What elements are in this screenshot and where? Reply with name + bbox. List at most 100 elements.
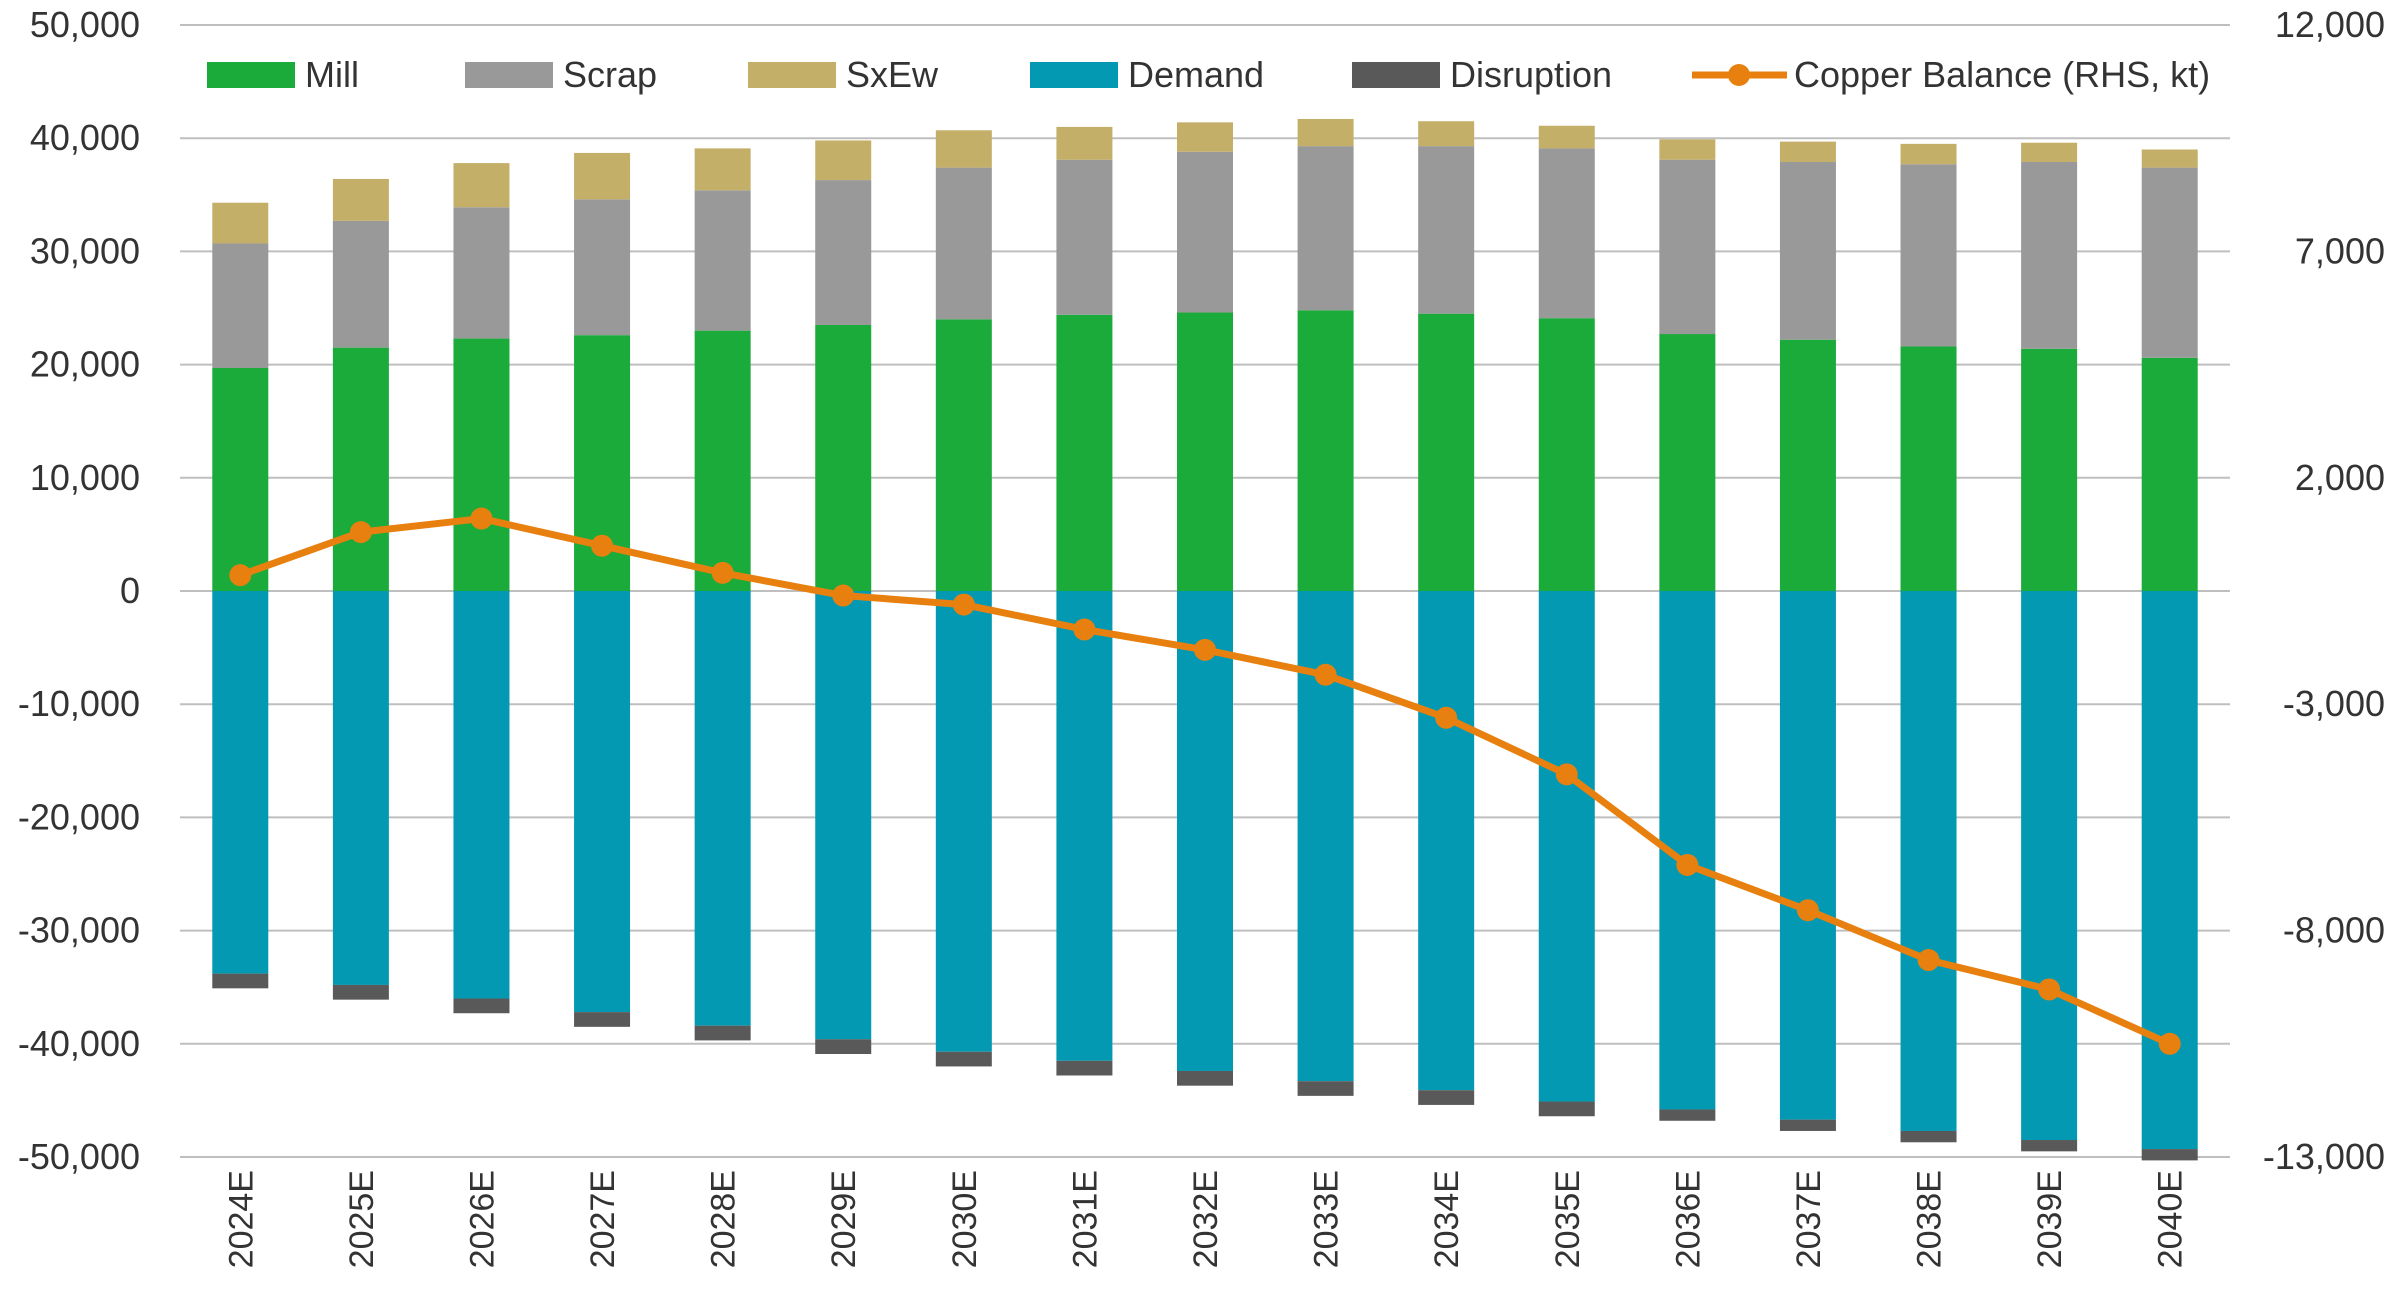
bar-sxew-2037e [1779,141,1836,162]
bar-disruption-2025e [332,984,389,1000]
bar-mill-2032e [1177,312,1233,591]
bar-demand-2026e [453,591,510,999]
y-left-tick-label: 0 [120,570,140,611]
y-left-tick-label: 50,000 [30,4,140,45]
bar-demand-2024e [212,591,269,974]
bar-scrap-2035e [1538,148,1595,319]
bar-demand-2034e [1418,591,1475,1091]
bar-demand-2038e [1900,591,1957,1131]
bar-scrap-2031e [1056,159,1113,315]
bar-mill-2026e [453,338,510,591]
legend: Mill Scrap SxEw Demand Disruption Copper Bala… [207,54,2210,95]
bar-scrap-2040e [2141,167,2198,358]
bar-scrap-2030e [935,167,992,320]
bar-disruption-2027e [574,1012,631,1027]
bar-demand-2025e [332,591,389,985]
copper-balance-point-2028e [711,561,734,584]
copper-balance-point-2026e [470,507,493,530]
bar-mill-2040e [2141,357,2198,591]
bar-demand-2035e [1538,591,1595,1102]
bar-mill-2033e [1297,310,1354,591]
bar-mill-2036e [1659,334,1716,591]
copper-balance-point-2029e [832,584,855,607]
x-tick-label: 2030E [946,1170,984,1268]
copper-balance-point-2036e [1676,853,1699,876]
bar-demand-2029e [815,591,872,1040]
legend-marker-copper-balance-rhs-kt [1728,64,1750,86]
bar-scrap-2026e [453,207,510,339]
x-tick-label: 2032E [1187,1170,1225,1268]
y-left-tick-label: 40,000 [30,117,140,158]
bar-sxew-2031e [1056,126,1113,160]
y-left-tick-label: -50,000 [18,1136,140,1177]
x-tick-label: 2038E [1911,1170,1949,1268]
y-right-tick-label: 12,000 [2275,4,2385,45]
copper-balance-point-2025e [349,521,372,544]
bar-sxew-2026e [453,163,510,208]
bar-disruption-2034e [1418,1090,1475,1105]
x-tick-label: 2035E [1549,1170,1587,1268]
bar-mill-2039e [2021,348,2078,591]
bar-demand-2031e [1056,591,1113,1061]
copper-balance-point-2039e [2038,978,2061,1001]
bar-disruption-2038e [1900,1130,1957,1143]
x-tick-label: 2039E [2031,1170,2069,1268]
copper-balance-point-2033e [1314,663,1337,686]
copper-balance-point-2038e [1917,949,1940,972]
legend-swatch-sxew [748,62,836,88]
bar-disruption-2030e [935,1051,992,1067]
x-tick-label: 2031E [1066,1170,1104,1268]
legend-label-mill: Mill [305,54,359,95]
bar-sxew-2035e [1538,125,1595,149]
x-tick-label: 2033E [1308,1170,1346,1268]
bar-mill-2029e [815,324,872,591]
bar-sxew-2038e [1900,143,1957,165]
y-left-tick-label: -10,000 [18,683,140,724]
bar-mill-2024e [212,367,269,591]
x-tick-label: 2036E [1669,1170,1707,1268]
axes: 50,000 40,000 30,000 20,000 10,000 0 -10,000 -2… [18,4,2385,1268]
x-tick-label: 2027E [584,1170,622,1268]
bar-disruption-2026e [453,998,510,1014]
y-right-tick-label: 2,000 [2295,457,2385,498]
bar-mill-2028e [694,330,751,591]
bar-mill-2030e [935,319,992,591]
x-tick-label: 2040E [2152,1170,2190,1268]
legend-swatch-scrap [465,62,553,88]
y-left-tick-label: 10,000 [30,457,140,498]
copper-balance-point-2035e [1555,763,1578,786]
legend-label-sxew: SxEw [846,54,939,95]
bar-sxew-2039e [2021,142,2078,162]
bar-disruption-2033e [1297,1081,1354,1096]
copper-balance-point-2024e [229,564,252,587]
bar-demand-2030e [935,591,992,1052]
bar-scrap-2032e [1177,151,1233,313]
bar-sxew-2025e [332,178,389,221]
bar-sxew-2033e [1297,118,1354,147]
bar-sxew-2029e [815,140,872,181]
copper-balance-point-2031e [1073,618,1096,641]
y-right-tick-label: -8,000 [2283,910,2385,951]
bar-scrap-2036e [1659,159,1716,335]
legend-label-scrap: Scrap [563,54,657,95]
bar-mill-2038e [1900,346,1957,591]
bar-mill-2037e [1779,339,1836,591]
bar-scrap-2033e [1297,146,1354,311]
bar-disruption-2040e [2141,1149,2198,1161]
bar-sxew-2032e [1177,122,1233,152]
y-left-tick-label: -30,000 [18,910,140,951]
copper-balance-point-2040e [2158,1032,2181,1055]
bar-disruption-2032e [1177,1070,1233,1086]
bar-disruption-2029e [815,1039,872,1054]
bar-scrap-2025e [332,220,389,348]
bar-mill-2035e [1538,318,1595,591]
bar-demand-2032e [1177,591,1233,1071]
copper-balance-point-2032e [1194,638,1216,661]
y-left-tick-label: 20,000 [30,344,140,385]
bar-demand-2039e [2021,591,2078,1141]
bar-mill-2034e [1418,313,1475,591]
x-tick-label: 2037E [1790,1170,1828,1268]
y-left-tick-label: -20,000 [18,796,140,837]
legend-swatch-mill [207,62,295,88]
